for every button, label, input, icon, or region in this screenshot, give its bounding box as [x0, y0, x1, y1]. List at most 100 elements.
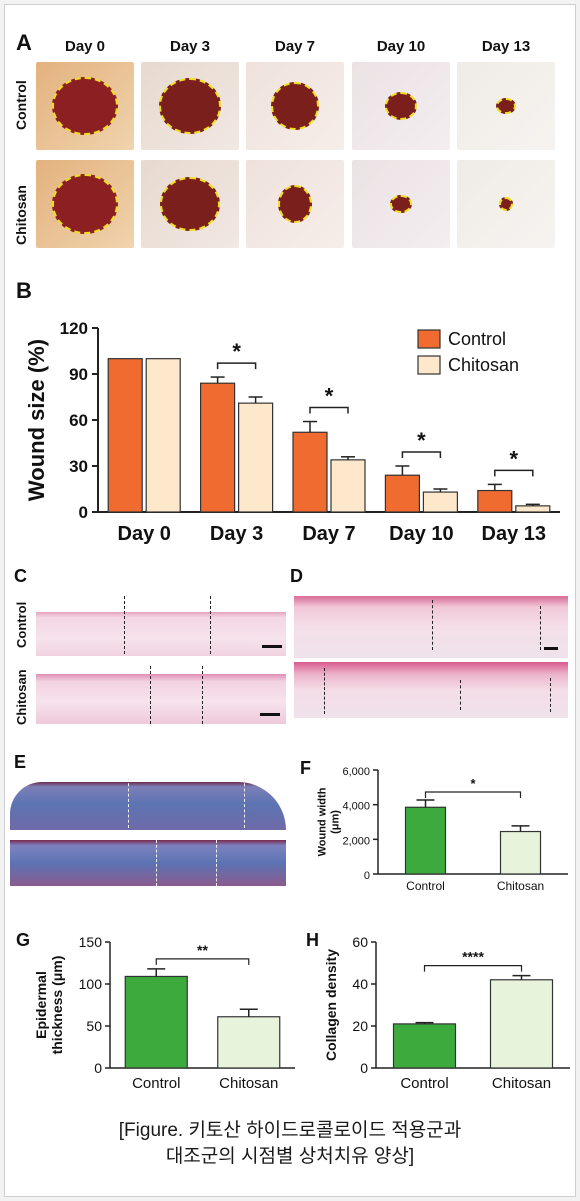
bar-chitosan	[330, 459, 366, 513]
panel-label-c: C	[14, 566, 27, 586]
histology-e-control-image	[10, 774, 286, 830]
x-tick-label: Chitosan	[497, 879, 544, 893]
significance-bracket	[424, 791, 522, 798]
wound-edge-marker	[150, 666, 151, 724]
chart-h-collagen-density: 0 20 40 60 Collagen density Control Chitosan **…	[323, 934, 570, 1092]
wound-outline	[159, 78, 221, 134]
y-tick-label: 60	[352, 934, 368, 950]
y-tick-label: 0	[79, 503, 88, 522]
panel-label-g: G	[16, 930, 31, 950]
wound-outline	[52, 174, 118, 234]
y-tick-label: 0	[360, 1060, 368, 1076]
y-tick-label: 2,000	[342, 835, 370, 847]
histology-e-chitosan-image	[10, 836, 286, 886]
panel-label-d: D	[290, 566, 303, 586]
histology-c-chitosan-image	[36, 662, 286, 724]
y-axis-label: Wound size (%)	[24, 339, 49, 501]
bar-control	[404, 806, 447, 875]
x-tick-label: Day 3	[210, 523, 263, 545]
wound-photo	[141, 160, 239, 248]
bar-chitosan	[515, 505, 551, 513]
wound-outline	[390, 195, 412, 213]
y-tick-label: 30	[69, 457, 88, 476]
significance-bracket	[423, 964, 523, 972]
chart-g-epidermal-thickness: 0 50 100 150 Epidermal thickness (μm) Control C…	[33, 934, 295, 1092]
scale-bar	[260, 713, 280, 716]
panel-label-h: H	[306, 930, 319, 950]
bar-chitosan	[238, 402, 274, 513]
wound-edge-marker	[244, 778, 245, 828]
panel-label-e: E	[14, 752, 27, 772]
x-tick-label: Chitosan	[219, 1075, 278, 1092]
bar-chitosan	[217, 1016, 281, 1069]
bar-control	[200, 382, 236, 513]
histology-d-control-image	[294, 592, 568, 658]
bar-control	[477, 489, 513, 513]
figure-caption: [Figure. 키토산 하이드로콜로이드 적용군과 대조군의 시점별 상처치유…	[0, 1118, 580, 1170]
wound-edge-marker	[124, 596, 125, 654]
bar-chitosan	[489, 979, 554, 1069]
y-tick-label: 60	[69, 411, 88, 430]
chart-f-wound-width: 0 2,000 4,000 6,000 Wound width (μm) Control Ch…	[317, 766, 568, 893]
wound-photo	[246, 62, 344, 150]
legend-swatch-chitosan	[417, 355, 441, 375]
panel-c-row-label-control: Control	[14, 601, 29, 648]
bar-control	[124, 975, 188, 1069]
x-tick-label: Control	[400, 1075, 448, 1092]
y-tick-label: 20	[352, 1018, 368, 1034]
significance-marker: *	[232, 339, 241, 364]
wound-photo	[36, 160, 134, 248]
x-tick-label: Day 7	[302, 523, 355, 545]
histology-d-chitosan-image	[294, 662, 568, 718]
day-label: Day 10	[376, 38, 426, 55]
day-label: Day 3	[169, 38, 211, 55]
bar-chitosan	[145, 358, 181, 513]
wound-photo	[36, 62, 134, 150]
wound-edge-marker	[156, 840, 157, 886]
y-axis-label: (μm)	[330, 810, 342, 834]
thickness-marker	[540, 606, 541, 650]
thickness-marker	[460, 680, 461, 710]
bar-control	[107, 358, 143, 513]
wound-photo	[352, 160, 450, 248]
panel-a-row-label-chitosan: Chitosan	[13, 185, 29, 245]
panel-label-b: B	[16, 278, 32, 303]
x-tick-label: Day 0	[118, 523, 171, 545]
significance-marker: *	[325, 384, 334, 409]
wound-photo	[457, 160, 555, 248]
x-tick-label: Day 10	[389, 523, 454, 545]
significance-marker: *	[510, 446, 519, 471]
x-tick-label: Control	[132, 1075, 180, 1092]
thickness-marker	[550, 678, 551, 712]
y-tick-label: 6,000	[342, 766, 370, 778]
thickness-marker	[324, 668, 325, 714]
significance-bracket	[494, 469, 534, 477]
bar-control	[292, 431, 328, 513]
panel-label-f: F	[300, 758, 311, 778]
significance-marker: *	[417, 428, 426, 453]
significance-bracket	[216, 362, 257, 370]
legend-label-chitosan: Chitosan	[448, 355, 519, 375]
wound-edge-marker	[216, 840, 217, 886]
bar-control	[392, 1023, 457, 1069]
significance-marker: **	[197, 942, 208, 958]
panel-a-row-label-control: Control	[13, 80, 29, 130]
x-tick-label: Day 13	[482, 523, 547, 545]
scale-bar	[262, 645, 282, 648]
y-tick-label: 120	[60, 319, 88, 338]
wound-outline	[496, 98, 516, 114]
y-tick-label: 4,000	[342, 801, 370, 813]
y-axis-label: Collagen density	[323, 949, 339, 1061]
bar-chitosan	[499, 830, 542, 875]
significance-bracket	[155, 958, 250, 965]
figure-caption-line-2: 대조군의 시점별 상처치유 양상]	[165, 1146, 415, 1167]
y-tick-label: 0	[94, 1060, 102, 1076]
wound-outline	[160, 177, 220, 231]
wound-edge-marker	[210, 596, 211, 654]
day-label: Day 13	[481, 38, 531, 55]
y-tick-label: 90	[69, 365, 88, 384]
significance-marker: ****	[462, 949, 484, 965]
wound-photo	[246, 160, 344, 248]
scale-bar	[544, 647, 558, 650]
significance-bracket	[401, 451, 442, 458]
